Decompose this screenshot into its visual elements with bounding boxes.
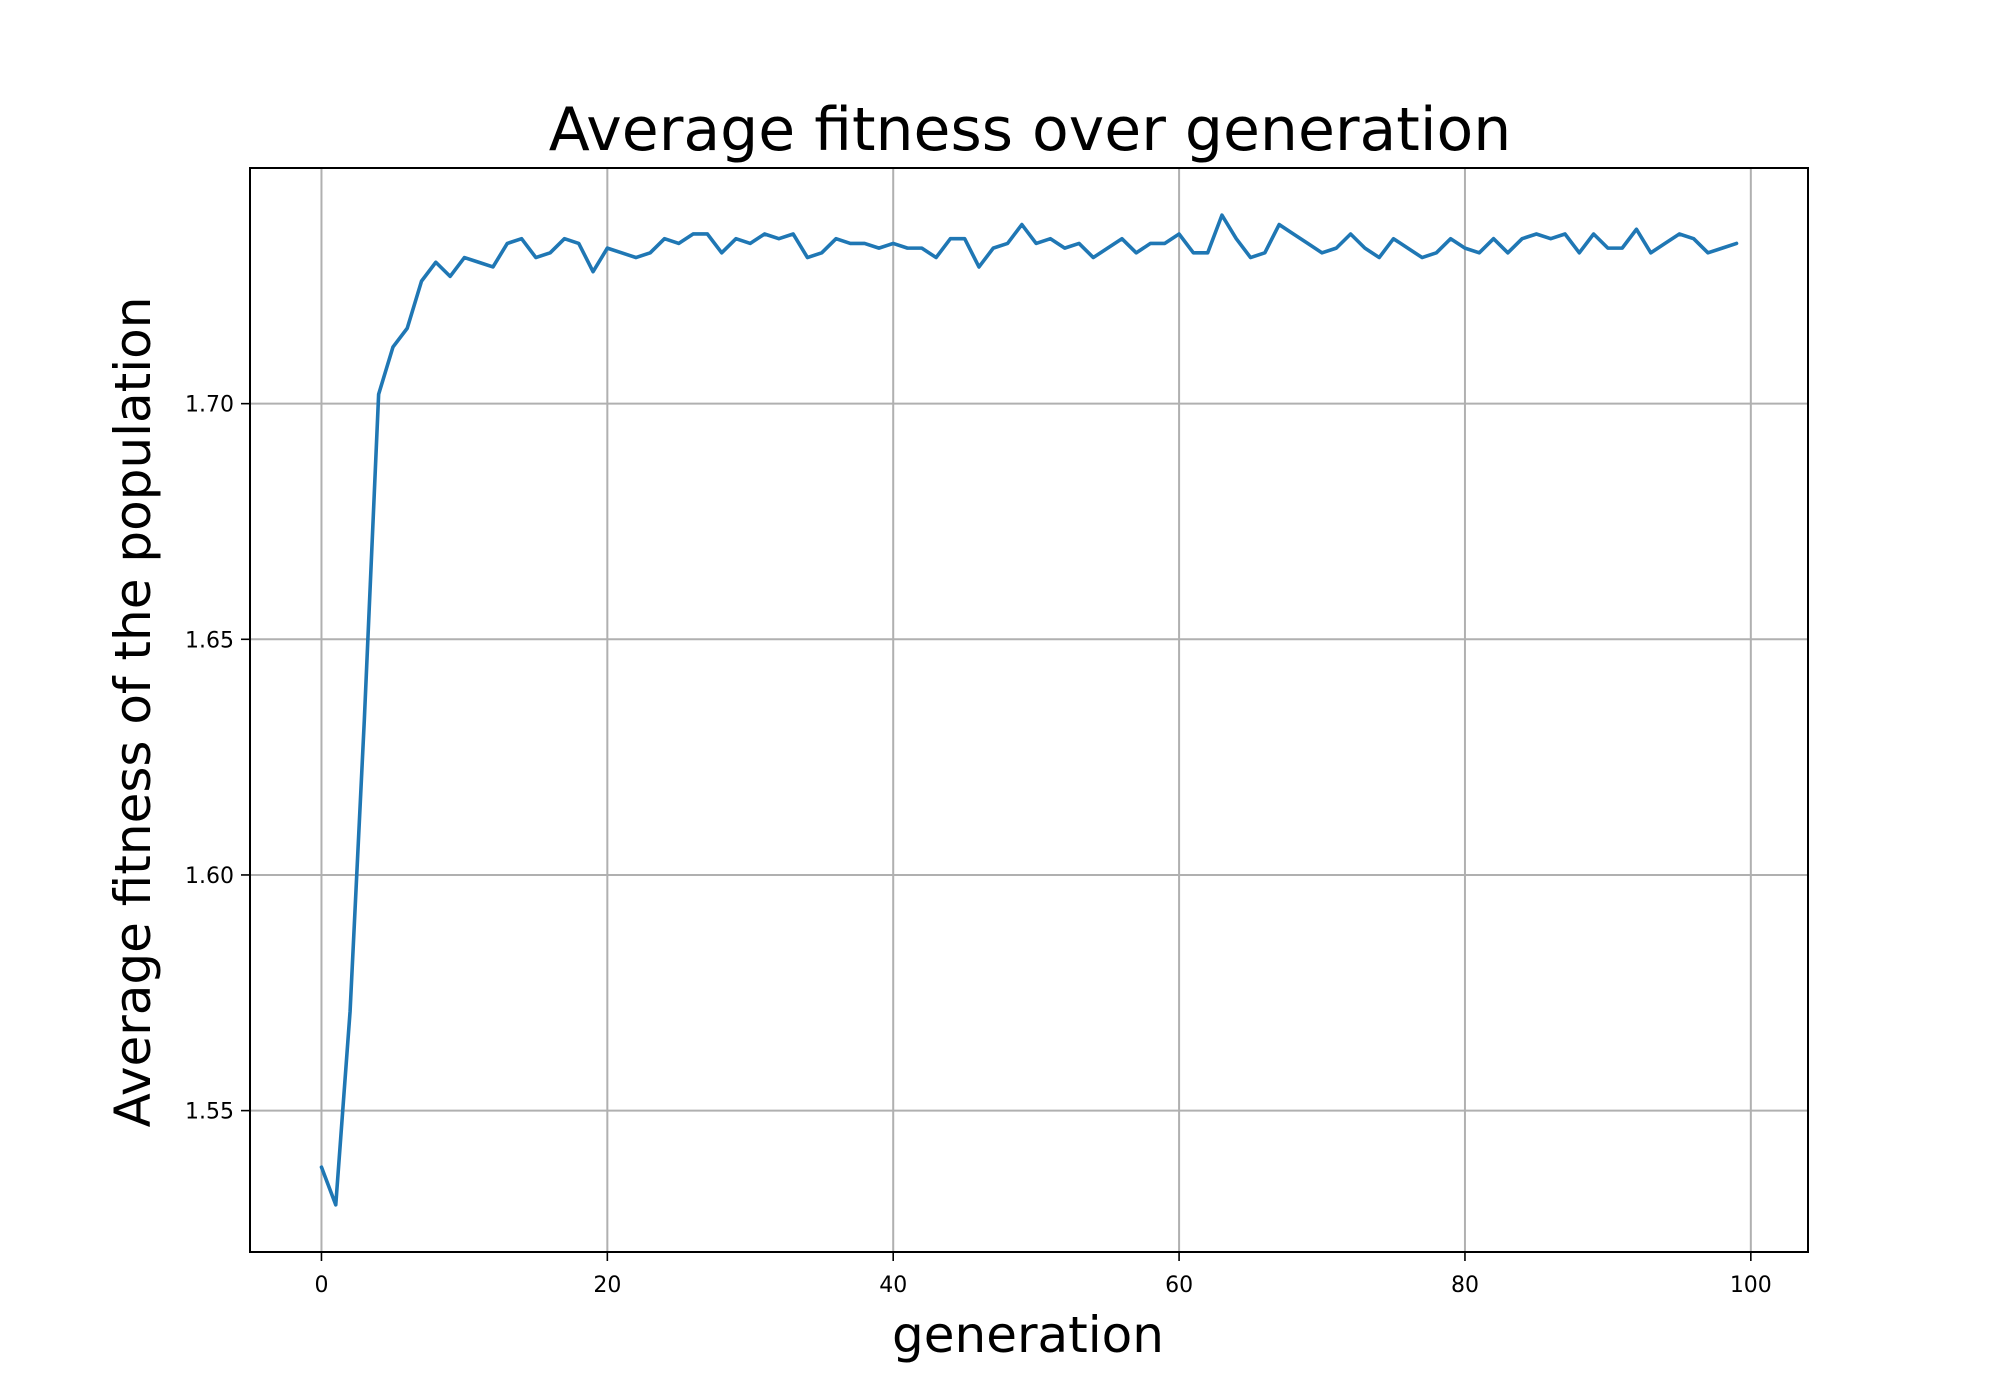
ticks: 0 20 40 60 80 100 1.55 1.60 1.65 1.70 xyxy=(185,393,1772,1298)
y-tick-label: 1.65 xyxy=(185,628,234,653)
chart-title: Average fitness over generation xyxy=(549,95,1512,165)
y-tick-label: 1.55 xyxy=(185,1100,234,1125)
series-layer xyxy=(319,213,1739,1207)
y-tick-label: 1.60 xyxy=(185,864,234,889)
x-tick-label: 60 xyxy=(1165,1273,1193,1298)
x-tick-label: 100 xyxy=(1730,1273,1772,1298)
y-tick-label: 1.70 xyxy=(185,393,234,418)
x-tick-label: 20 xyxy=(593,1273,621,1298)
grid xyxy=(250,168,1808,1252)
series-line-0 xyxy=(319,213,1739,1207)
x-tick-label: 0 xyxy=(314,1273,328,1298)
y-axis-label: Average fitness of the population xyxy=(104,297,162,1128)
x-tick-label: 40 xyxy=(879,1273,907,1298)
axes-frame xyxy=(249,167,1809,1253)
x-axis-label: generation xyxy=(892,1306,1164,1364)
x-tick-label: 80 xyxy=(1451,1273,1479,1298)
